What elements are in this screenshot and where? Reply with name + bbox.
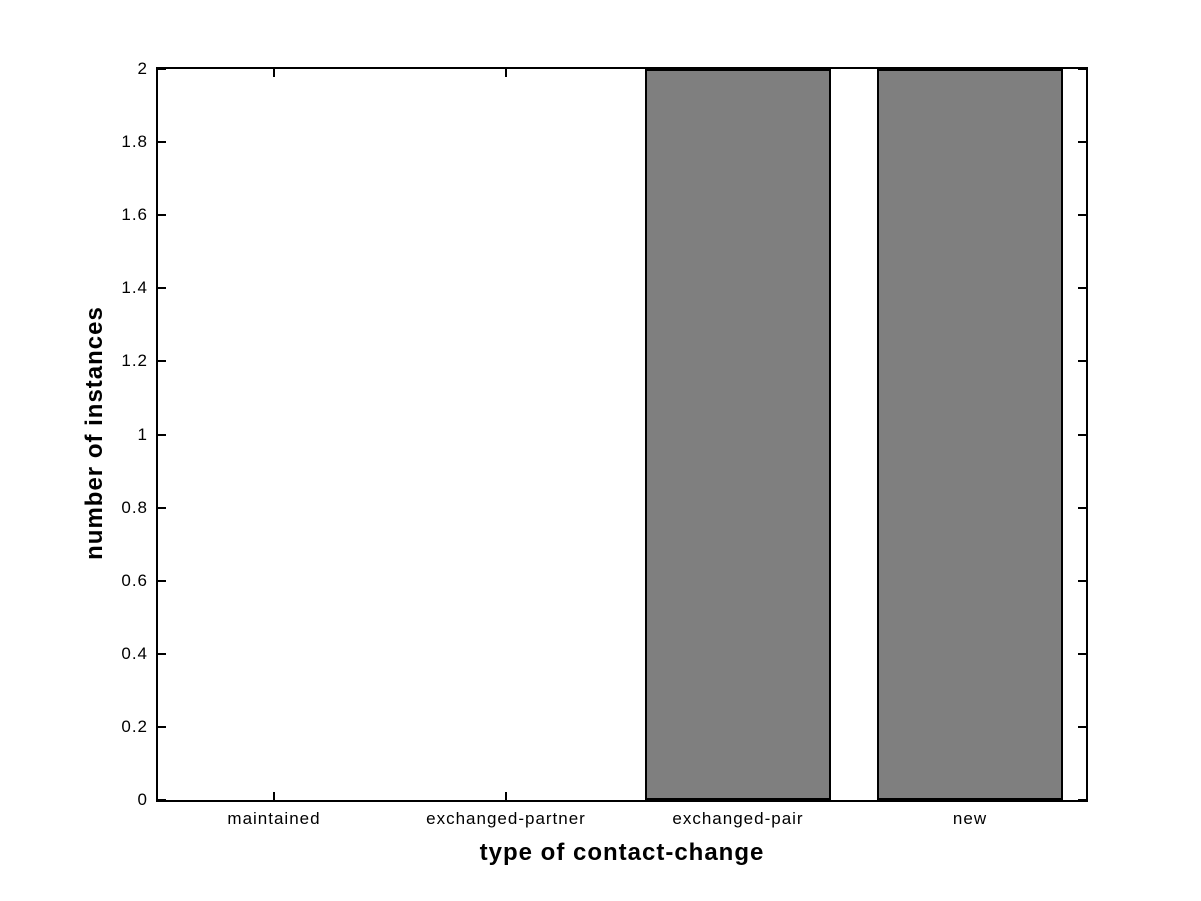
y-tick-label: 2 xyxy=(137,59,148,78)
x-tick-top xyxy=(273,69,275,77)
y-tick-left xyxy=(158,360,166,363)
y-tick-left xyxy=(158,506,166,509)
x-tick-label: exchanged-partner xyxy=(426,809,586,828)
x-tick-label: exchanged-pair xyxy=(672,809,804,828)
y-tick-label: 1.8 xyxy=(121,132,148,152)
y-tick-left xyxy=(158,214,166,217)
bar-exchanged-pair xyxy=(645,69,831,800)
y-tick-label: 0.2 xyxy=(121,716,148,736)
x-tick-bottom xyxy=(505,792,507,800)
y-tick-right xyxy=(1078,360,1086,363)
bar-new xyxy=(877,69,1063,800)
y-tick-right xyxy=(1078,652,1086,655)
x-tick-label: new xyxy=(952,809,988,828)
y-tick-label: 0.6 xyxy=(121,570,148,590)
y-tick-right xyxy=(1078,725,1086,728)
y-tick-label: 1.4 xyxy=(121,278,148,298)
x-axis-label: type of contact-change xyxy=(479,839,765,866)
y-tick-right xyxy=(1078,68,1086,70)
y-tick-label: 0.4 xyxy=(121,643,148,663)
y-tick-left xyxy=(158,287,166,290)
y-tick-right xyxy=(1078,141,1086,144)
y-tick-right xyxy=(1078,579,1086,582)
y-tick-label: 1 xyxy=(137,424,148,444)
y-tick-left xyxy=(158,68,166,70)
y-tick-right xyxy=(1078,287,1086,290)
y-tick-left xyxy=(158,725,166,728)
x-tick-label: maintained xyxy=(227,809,321,828)
y-tick-label: 1.6 xyxy=(121,205,148,225)
y-tick-right xyxy=(1078,214,1086,217)
y-tick-left xyxy=(158,433,166,436)
y-tick-left xyxy=(158,652,166,655)
y-tick-right xyxy=(1078,799,1086,801)
y-tick-left xyxy=(158,579,166,582)
y-tick-right xyxy=(1078,433,1086,436)
y-tick-left xyxy=(158,799,166,801)
plot-area xyxy=(156,67,1088,802)
x-tick-top xyxy=(505,69,507,77)
x-tick-bottom xyxy=(273,792,275,800)
y-tick-label: 1.2 xyxy=(121,351,148,371)
y-tick-left xyxy=(158,141,166,144)
y-tick-label: 0 xyxy=(137,790,148,809)
y-tick-right xyxy=(1078,506,1086,509)
y-tick-label: 0.8 xyxy=(121,497,148,517)
